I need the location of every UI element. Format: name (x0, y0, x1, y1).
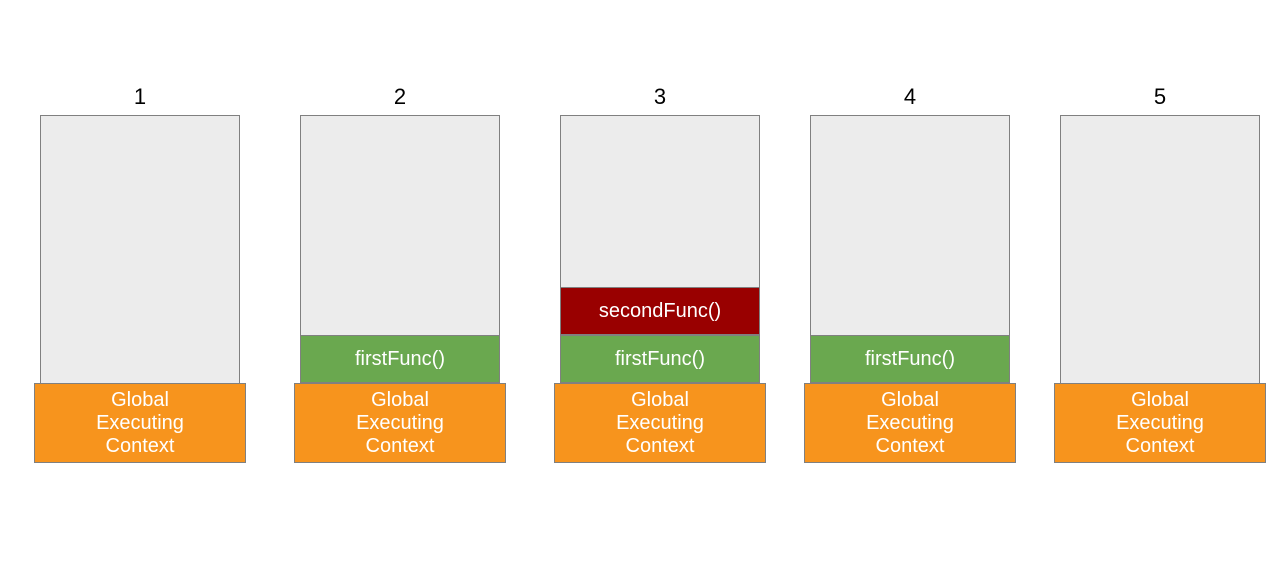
stack-frame-label: firstFunc() (355, 348, 445, 371)
stack-frame-second: secondFunc() (560, 287, 760, 335)
column-label: 1 (40, 84, 240, 110)
stack-frame-label: GlobalExecutingContext (616, 389, 704, 458)
call-stack-diagram: 1 GlobalExecutingContext 2 GlobalExecutingC… (0, 0, 1284, 566)
stack-frame-global: GlobalExecutingContext (294, 383, 506, 463)
column-label: 5 (1060, 84, 1260, 110)
stack-frame-label: firstFunc() (865, 348, 955, 371)
stack-frame-first: firstFunc() (560, 335, 760, 383)
stack-frame-global: GlobalExecutingContext (34, 383, 246, 463)
stack-frame-global: GlobalExecutingContext (554, 383, 766, 463)
column-label: 3 (560, 84, 760, 110)
column-label: 2 (300, 84, 500, 110)
stack-frame-label: GlobalExecutingContext (866, 389, 954, 458)
stack-frame-label: secondFunc() (599, 300, 721, 323)
stack-frame-label: GlobalExecutingContext (96, 389, 184, 458)
stack-frame-label: firstFunc() (615, 348, 705, 371)
stack-frame-global: GlobalExecutingContext (1054, 383, 1266, 463)
stack-frame-global: GlobalExecutingContext (804, 383, 1016, 463)
stack-frame-first: firstFunc() (810, 335, 1010, 383)
stack-frame-label: GlobalExecutingContext (1116, 389, 1204, 458)
column-label: 4 (810, 84, 1010, 110)
stack-frame-label: GlobalExecutingContext (356, 389, 444, 458)
stack-frame-first: firstFunc() (300, 335, 500, 383)
